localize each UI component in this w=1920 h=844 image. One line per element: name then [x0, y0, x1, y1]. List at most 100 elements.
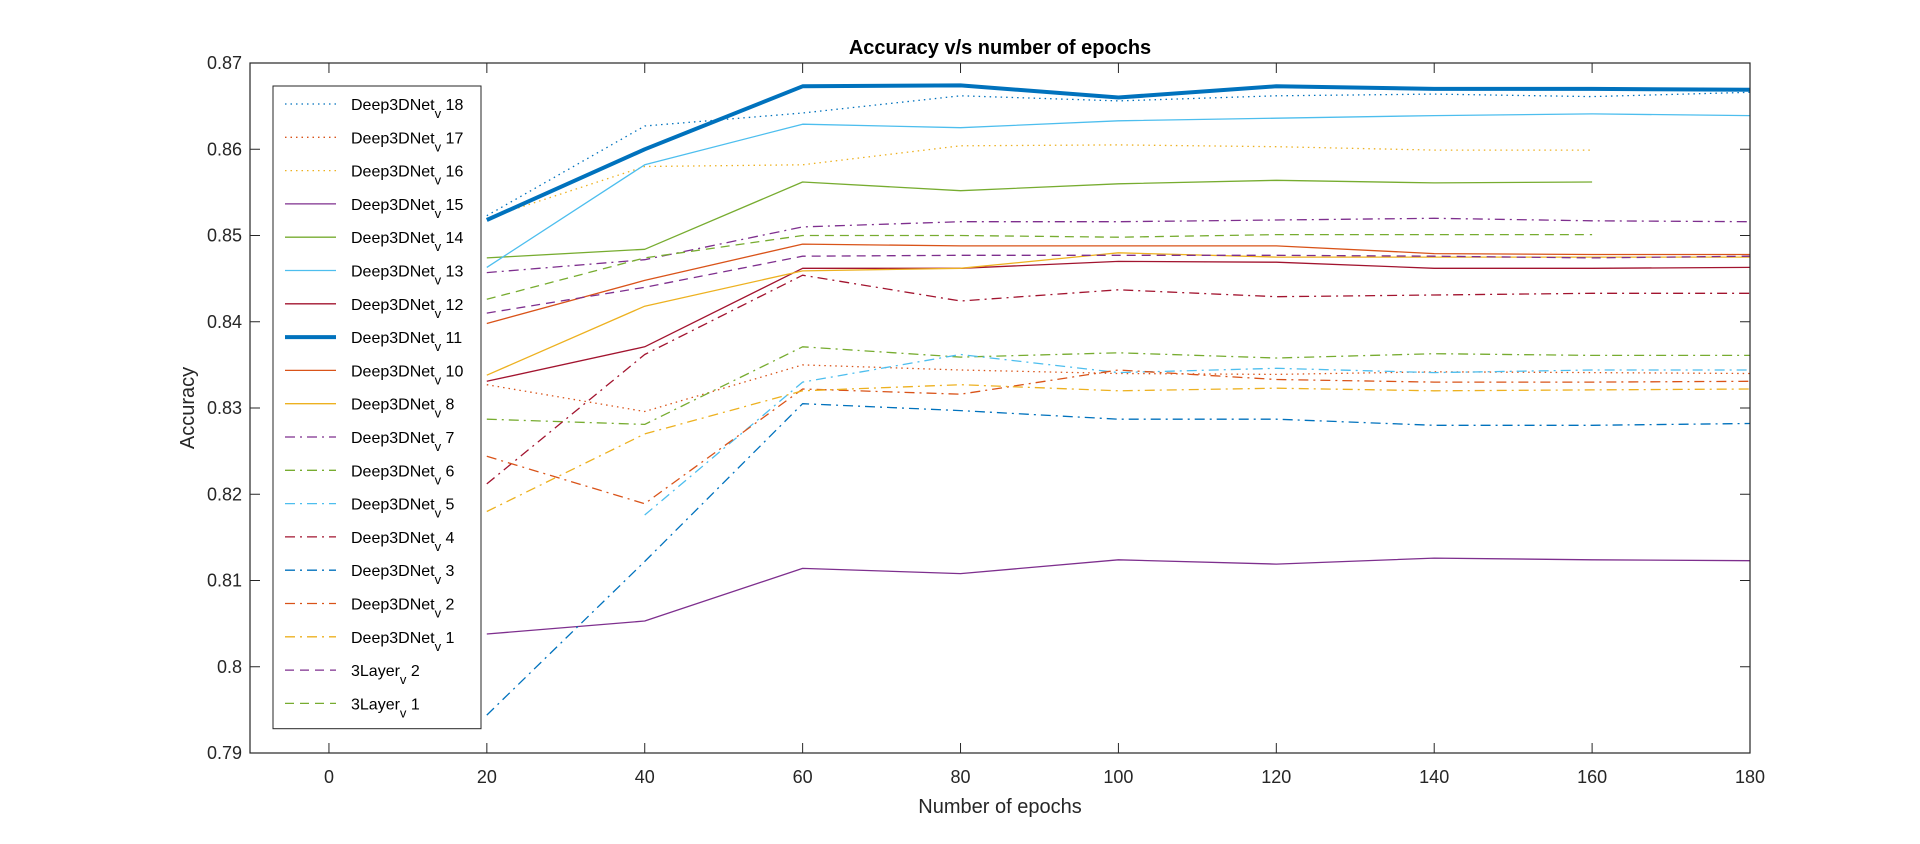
legend-entry-subscript: v: [435, 206, 442, 221]
legend-entry: Deep3DNetv 17: [351, 130, 463, 154]
x-tick-label: 160: [1577, 767, 1607, 787]
legend-entry-base: Deep3DNet: [351, 463, 435, 480]
y-tick-label: 0.82: [207, 484, 242, 504]
series-line-3layer-2: [486, 254, 1751, 314]
x-tick-label: 120: [1261, 767, 1291, 787]
legend-entry-suffix: 17: [441, 130, 463, 147]
series-line-deep3dnet-12: [486, 260, 1751, 382]
legend-entry: Deep3DNetv 4: [351, 530, 455, 554]
legend-entry-base: 3Layer: [351, 696, 401, 713]
series-line-deep3dnet-13: [486, 113, 1751, 268]
legend-entry-base: Deep3DNet: [351, 97, 435, 114]
legend-entry: Deep3DNetv 3: [351, 563, 455, 587]
legend-entry-base: 3Layer: [351, 663, 401, 680]
y-tick-label: 0.83: [207, 398, 242, 418]
legend-entry-suffix: 3: [441, 563, 454, 580]
series-line-deep3dnet-10: [486, 243, 1750, 325]
legend-entry-subscript: v: [435, 372, 442, 387]
legend-entry: Deep3DNetv 18: [351, 97, 463, 121]
legend-entry-base: Deep3DNet: [351, 397, 435, 414]
legend-entry: Deep3DNetv 10: [351, 363, 463, 387]
legend-entry-subscript: v: [435, 539, 442, 554]
legend-entry-suffix: 10: [441, 363, 463, 380]
legend-entry-base: Deep3DNet: [351, 630, 435, 647]
legend-entry-subscript: v: [400, 705, 407, 720]
legend-entry-suffix: 2: [406, 663, 419, 680]
x-tick-label: 140: [1419, 767, 1449, 787]
series-layer: [485, 83, 1751, 716]
x-tick-label: 20: [477, 767, 497, 787]
legend-entry-base: Deep3DNet: [351, 597, 435, 614]
legend-entry-suffix: 5: [441, 497, 454, 514]
y-tick-label: 0.81: [207, 571, 242, 591]
legend-entry-suffix: 2: [441, 597, 454, 614]
legend-entry-suffix: 14: [441, 230, 463, 247]
x-tick-label: 80: [951, 767, 971, 787]
axes-layer: 0 20 40 60 80 100 120 140 160 180 0.79 0.8 0.81 0.82 0…: [207, 53, 1765, 787]
legend-entry: Deep3DNetv 7: [351, 430, 455, 454]
legend-entry-subscript: v: [435, 506, 442, 521]
legend-entry-suffix: 4: [441, 530, 454, 547]
legend-entry-suffix: 11: [441, 330, 462, 347]
legend-entry: Deep3DNetv 15: [351, 197, 463, 221]
legend-entry: Deep3DNetv 5: [351, 497, 455, 521]
legend-entry-subscript: v: [435, 106, 442, 121]
legend-entry: 3Layerv 2: [351, 663, 420, 687]
legend-entry-suffix: 1: [406, 696, 419, 713]
legend-entry-subscript: v: [435, 306, 442, 321]
plot-area: [250, 63, 1750, 753]
legend-entry: 3Layerv 1: [351, 696, 420, 720]
legend-entry-subscript: v: [435, 139, 442, 154]
legend-entry-subscript: v: [435, 339, 442, 354]
legend-entry-base: Deep3DNet: [351, 130, 435, 147]
legend-entry-base: Deep3DNet: [351, 330, 435, 347]
legend-entry-subscript: v: [435, 273, 442, 288]
series-line-deep3dnet-3: [486, 403, 1751, 716]
legend-entry: Deep3DNetv 16: [351, 164, 463, 188]
x-tick-label: 40: [635, 767, 655, 787]
series-line-deep3dnet-2: [486, 369, 1751, 505]
y-axis-label: Accuracy: [177, 367, 199, 449]
legend-entry-suffix: 7: [441, 430, 454, 447]
legend-entry-base: Deep3DNet: [351, 197, 435, 214]
x-tick-label: 180: [1735, 767, 1765, 787]
series-line-deep3dnet-17: [486, 364, 1751, 413]
legend-entry-suffix: 15: [441, 197, 463, 214]
legend-entry-subscript: v: [435, 472, 442, 487]
y-tick-label: 0.79: [207, 743, 242, 763]
legend-entry-suffix: 1: [441, 630, 454, 647]
legend-entry-subscript: v: [435, 639, 442, 654]
chart-title: Accuracy v/s number of epochs: [849, 37, 1151, 59]
legend-entry-suffix: 16: [441, 164, 463, 181]
series-line-deep3dnet-15: [486, 557, 1751, 635]
legend-entry-base: Deep3DNet: [351, 563, 435, 580]
y-tick-label: 0.87: [207, 53, 242, 73]
legend-entry-base: Deep3DNet: [351, 497, 435, 514]
legend-entry: Deep3DNetv 13: [351, 264, 463, 288]
x-axis-label: Number of epochs: [918, 796, 1081, 818]
legend-entry: Deep3DNetv 1: [351, 630, 455, 654]
y-tick-label: 0.86: [207, 139, 242, 159]
series-line-deep3dnet-18: [486, 91, 1751, 217]
legend-entry: Deep3DNetv 8: [351, 397, 455, 421]
legend-entry-subscript: v: [400, 672, 407, 687]
legend-entry-base: Deep3DNet: [351, 230, 435, 247]
legend-entry: Deep3DNetv 12: [351, 297, 463, 321]
legend-entry-subscript: v: [435, 606, 442, 621]
series-line-deep3dnet-11: [485, 83, 1751, 222]
legend-entry-subscript: v: [435, 239, 442, 254]
legend-entry-suffix: 8: [441, 397, 454, 414]
legend-entry: Deep3DNetv 2: [351, 597, 455, 621]
legend-entry-subscript: v: [435, 439, 442, 454]
x-tick-label: 100: [1103, 767, 1133, 787]
series-line-deep3dnet-5: [644, 353, 1750, 516]
series-line-deep3dnet-7: [486, 217, 1751, 274]
series-line-deep3dnet-6: [486, 346, 1750, 426]
series-line-3layer-1: [486, 233, 1593, 300]
y-tick-label: 0.84: [207, 312, 242, 332]
legend-entry-base: Deep3DNet: [351, 264, 435, 281]
x-tick-label: 60: [793, 767, 813, 787]
series-line-deep3dnet-14: [486, 179, 1593, 259]
